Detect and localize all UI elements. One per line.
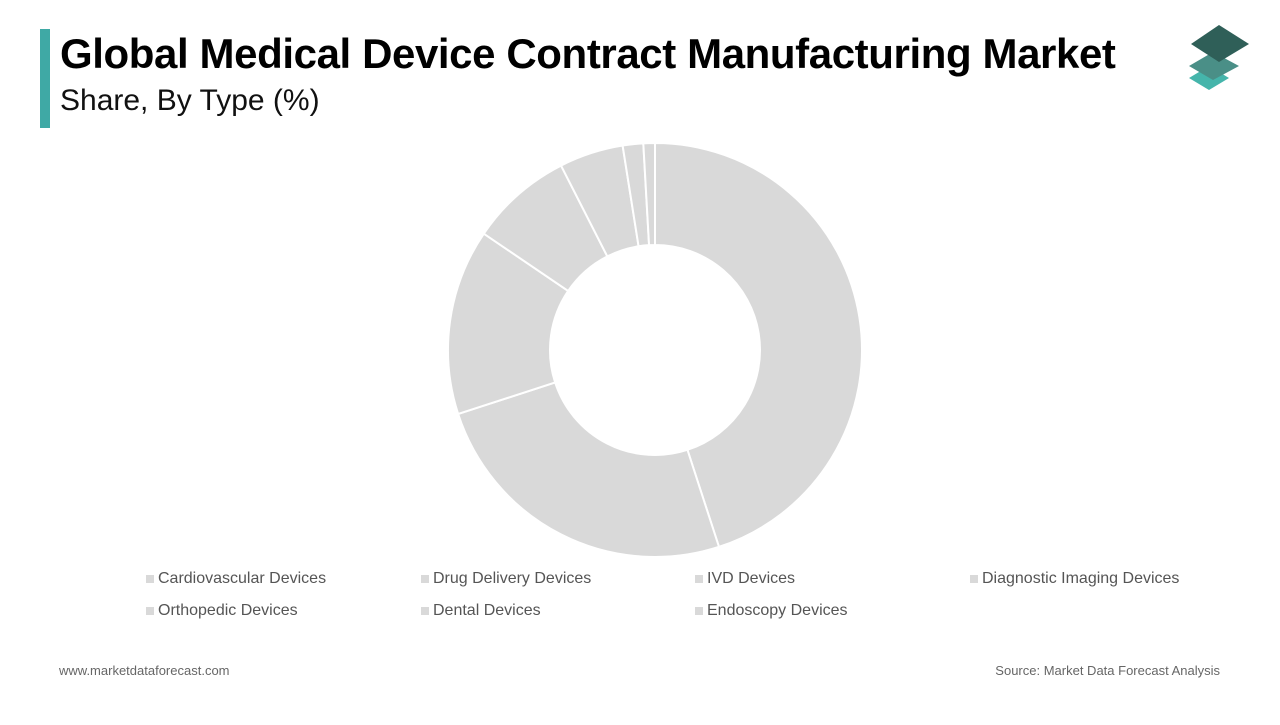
logo-layer-top — [1191, 25, 1249, 62]
stacked-layers-logo-icon — [1183, 22, 1255, 94]
legend-item-diagnostic-imaging-devices[interactable]: Diagnostic Imaging Devices — [970, 570, 1179, 588]
title-accent-bar — [40, 29, 50, 128]
legend-swatch — [146, 575, 154, 583]
donut-slice-endoscopy-devices[interactable] — [642, 141, 656, 247]
legend-item-cardiovascular-devices[interactable]: Cardiovascular Devices — [146, 570, 326, 588]
legend-label: Dental Devices — [433, 602, 541, 619]
legend-item-orthopedic-devices[interactable]: Orthopedic Devices — [146, 602, 298, 620]
legend-label: Drug Delivery Devices — [433, 570, 592, 587]
legend-swatch — [695, 575, 703, 583]
legend-swatch — [146, 607, 154, 615]
legend-label: Diagnostic Imaging Devices — [982, 570, 1180, 587]
legend-item-endoscopy-devices[interactable]: Endoscopy Devices — [695, 602, 848, 620]
legend-item-ivd-devices[interactable]: IVD Devices — [695, 570, 795, 588]
legend-swatch — [695, 607, 703, 615]
legend-swatch — [421, 607, 429, 615]
donut-slice-drug-delivery-devices[interactable] — [456, 381, 721, 558]
legend-label: Cardiovascular Devices — [158, 570, 327, 587]
donut-slice-cardiovascular-devices[interactable] — [654, 141, 863, 549]
legend-swatch — [421, 575, 429, 583]
chart-title: Global Medical Device Contract Manufactu… — [60, 30, 1116, 77]
chart-subtitle: Share, By Type (%) — [60, 84, 320, 117]
legend-item-dental-devices[interactable]: Dental Devices — [421, 602, 541, 620]
footer-source: Source: Market Data Forecast Analysis — [995, 663, 1220, 678]
footer-website: www.marketdataforecast.com — [59, 663, 230, 678]
legend-label: IVD Devices — [707, 570, 796, 587]
legend-label: Orthopedic Devices — [158, 602, 298, 619]
legend-item-drug-delivery-devices[interactable]: Drug Delivery Devices — [421, 570, 591, 588]
legend-label: Endoscopy Devices — [707, 602, 848, 619]
legend-swatch — [970, 575, 978, 583]
logo-layer-middle — [1189, 52, 1239, 80]
